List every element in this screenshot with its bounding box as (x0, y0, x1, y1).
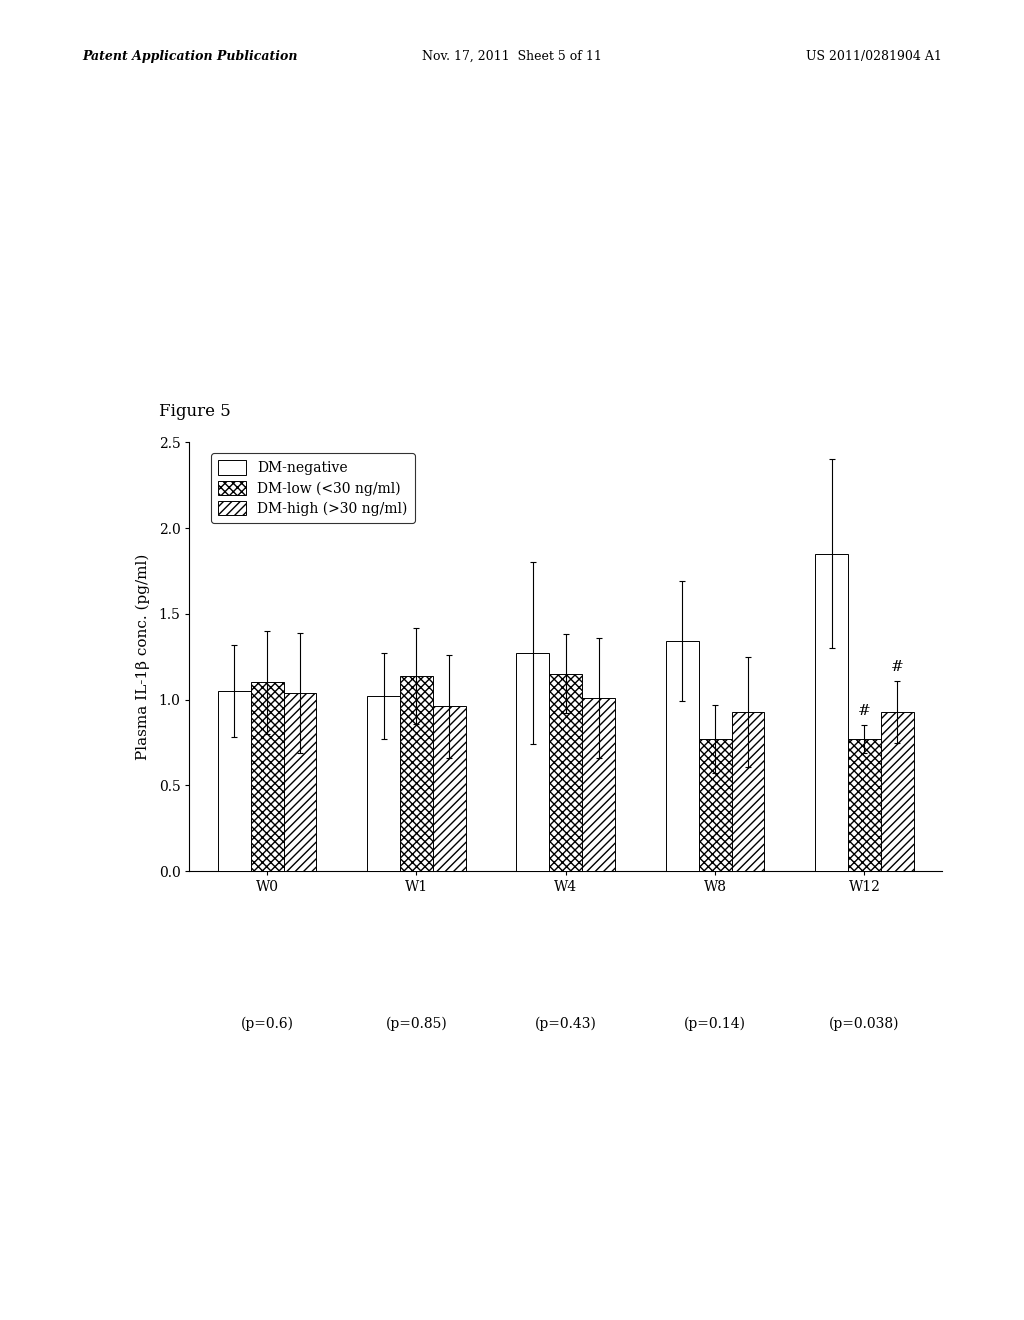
Bar (549, 673, 583, 871)
Y-axis label: Plasma IL-1β conc. (pg/ml): Plasma IL-1β conc. (pg/ml) (136, 553, 151, 760)
Text: (p=0.43): (p=0.43) (535, 1018, 597, 1031)
Text: Figure 5: Figure 5 (159, 403, 230, 420)
Bar (583, 698, 615, 871)
Bar (218, 692, 251, 871)
Text: Nov. 17, 2011  Sheet 5 of 11: Nov. 17, 2011 Sheet 5 of 11 (422, 50, 602, 63)
Bar (433, 706, 466, 871)
Bar (400, 676, 433, 871)
Bar (731, 711, 764, 871)
Text: US 2011/0281904 A1: US 2011/0281904 A1 (806, 50, 942, 63)
Bar (284, 693, 316, 871)
Bar (815, 554, 848, 871)
Text: (p=0.038): (p=0.038) (829, 1018, 900, 1031)
Text: Patent Application Publication: Patent Application Publication (82, 50, 297, 63)
Legend: DM-negative, DM-low (<30 ng/ml), DM-high (>30 ng/ml): DM-negative, DM-low (<30 ng/ml), DM-high… (211, 454, 415, 523)
Bar (666, 642, 698, 871)
Text: #: # (858, 705, 870, 718)
Text: (p=0.85): (p=0.85) (386, 1018, 447, 1031)
Text: #: # (891, 660, 903, 673)
Bar (848, 739, 881, 871)
Bar (251, 682, 284, 871)
Bar (881, 711, 913, 871)
Bar (698, 739, 731, 871)
Text: (p=0.14): (p=0.14) (684, 1018, 746, 1031)
Bar (516, 653, 549, 871)
Bar (368, 696, 400, 871)
Text: (p=0.6): (p=0.6) (241, 1018, 294, 1031)
